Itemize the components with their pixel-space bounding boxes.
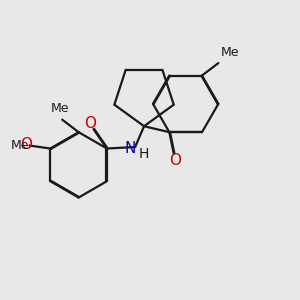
Text: O: O [169, 153, 181, 168]
Text: O: O [84, 116, 96, 131]
Text: O: O [20, 137, 32, 152]
Text: H: H [138, 147, 148, 160]
Text: Me: Me [221, 46, 239, 59]
Text: Me: Me [11, 139, 29, 152]
Text: N: N [125, 141, 136, 156]
Text: Me: Me [51, 102, 69, 115]
